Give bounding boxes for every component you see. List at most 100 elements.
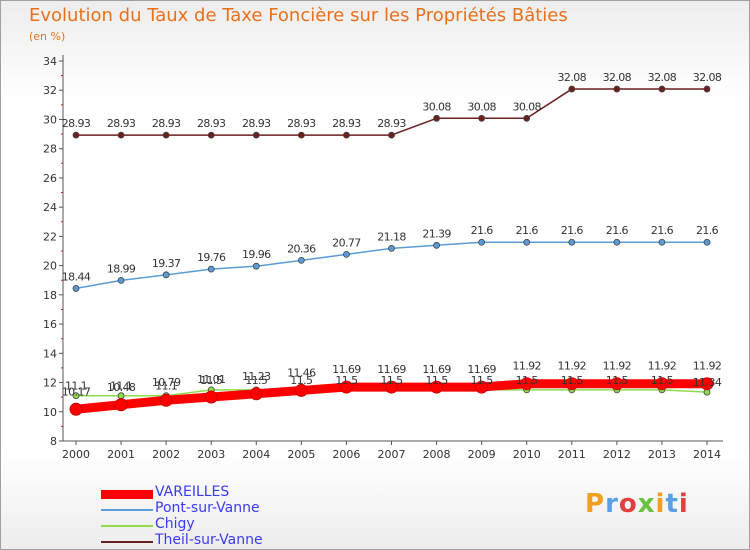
data-label-VAREILLES: 11.01: [197, 373, 226, 386]
data-point-VAREILLES: [114, 398, 128, 412]
data-point-Pont-sur-Vanne: [297, 256, 305, 264]
data-label-VAREILLES: 11.92: [648, 360, 677, 373]
data-label-Chigy: 11.5: [471, 374, 494, 387]
data-point-Theil-sur-Vanne: [478, 114, 486, 122]
data-label-Chigy: 11.5: [606, 374, 629, 387]
data-point-Pont-sur-Vanne: [343, 250, 350, 258]
data-point-Theil-sur-Vanne: [117, 131, 125, 139]
data-point-Theil-sur-Vanne: [207, 131, 215, 139]
logo-letter: o: [618, 489, 638, 519]
legend-label-Chigy: Chigy: [155, 516, 195, 532]
data-point-VAREILLES: [700, 377, 714, 391]
y-tick-label: 8: [50, 435, 57, 448]
data-point-VAREILLES: [655, 377, 669, 391]
data-label-Theil-sur-Vanne: 32.08: [603, 71, 632, 84]
legend-swatch-VAREILLES: [101, 489, 153, 499]
data-point-Theil-sur-Vanne: [613, 85, 621, 93]
data-point-VAREILLES: [204, 390, 218, 404]
data-label-Theil-sur-Vanne: 30.08: [512, 100, 541, 113]
data-label-Theil-sur-Vanne: 30.08: [422, 100, 451, 113]
data-label-Theil-sur-Vanne: 28.93: [62, 117, 91, 130]
data-label-Pont-sur-Vanne: 20.77: [332, 236, 361, 249]
legend-swatch-Chigy: [101, 525, 153, 527]
chart-title: Evolution du Taux de Taxe Foncière sur l…: [29, 5, 568, 26]
x-tick-label: 2013: [648, 448, 676, 461]
data-point-VAREILLES: [385, 380, 398, 394]
y-axis-unit-label: (en %): [29, 30, 66, 43]
data-point-Theil-sur-Vanne: [658, 85, 666, 93]
data-label-VAREILLES: 11.23: [242, 370, 271, 383]
x-tick-label: 2009: [468, 448, 496, 461]
data-point-VAREILLES: [249, 387, 263, 401]
data-label-Theil-sur-Vanne: 28.93: [377, 117, 406, 130]
y-tick-label: 12: [43, 377, 57, 390]
data-point-VAREILLES: [339, 380, 353, 394]
data-label-Pont-sur-Vanne: 21.6: [696, 224, 719, 237]
data-label-Chigy: 11.5: [561, 374, 584, 387]
y-tick-label: 16: [43, 318, 57, 331]
y-tick-label: 20: [43, 260, 57, 273]
data-point-Theil-sur-Vanne: [433, 114, 440, 122]
x-tick-label: 2014: [693, 448, 721, 461]
data-point-VAREILLES: [69, 402, 83, 416]
data-label-Chigy: 11.1: [65, 380, 87, 393]
data-point-Pont-sur-Vanne: [478, 238, 486, 246]
data-point-Theil-sur-Vanne: [162, 131, 170, 139]
data-label-VAREILLES: 11.69: [377, 363, 406, 376]
data-point-VAREILLES: [565, 377, 579, 391]
data-label-Pont-sur-Vanne: 19.37: [152, 257, 181, 270]
data-label-Pont-sur-Vanne: 21.6: [516, 224, 539, 237]
data-point-Pont-sur-Vanne: [117, 276, 125, 284]
data-point-Pont-sur-Vanne: [162, 271, 170, 279]
data-point-Pont-sur-Vanne: [568, 238, 576, 246]
x-tick-label: 2005: [287, 448, 315, 461]
data-point-Theil-sur-Vanne: [568, 85, 576, 93]
logo-letter: t: [665, 489, 679, 519]
data-label-VAREILLES: 11.92: [558, 360, 587, 373]
data-label-VAREILLES: 10.17: [62, 385, 91, 398]
legend-label-Theil-sur-Vanne: Theil-sur-Vanne: [155, 532, 263, 548]
y-tick-label: 26: [43, 172, 57, 185]
data-label-Pont-sur-Vanne: 18.44: [62, 270, 91, 283]
legend-label-Pont-sur-Vanne: Pont-sur-Vanne: [155, 500, 260, 516]
data-label-Chigy: 11.5: [245, 374, 268, 387]
data-label-VAREILLES: 11.69: [422, 363, 451, 376]
data-point-Pont-sur-Vanne: [703, 238, 711, 246]
proxiti-logo: Proxiti: [585, 489, 689, 519]
data-label-VAREILLES: 10.79: [152, 376, 181, 389]
data-label-Pont-sur-Vanne: 21.6: [561, 224, 584, 237]
data-label-Theil-sur-Vanne: 32.08: [558, 71, 587, 84]
data-label-Pont-sur-Vanne: 21.18: [377, 230, 406, 243]
data-label-Chigy: 11.34: [693, 376, 722, 389]
logo-letter: P: [585, 489, 606, 519]
data-point-Theil-sur-Vanne: [388, 131, 395, 139]
data-point-Theil-sur-Vanne: [297, 131, 305, 139]
y-tick-label: 10: [43, 406, 57, 419]
data-label-VAREILLES: 11.92: [603, 360, 632, 373]
x-tick-label: 2012: [603, 448, 631, 461]
logo-letter: x: [637, 489, 656, 519]
y-tick-label: 24: [43, 201, 57, 214]
y-tick-label: 32: [43, 84, 57, 97]
data-label-Chigy: 11.5: [380, 374, 403, 387]
data-label-Pont-sur-Vanne: 21.6: [471, 224, 494, 237]
logo-letter: i: [678, 489, 689, 519]
data-point-Pont-sur-Vanne: [72, 285, 80, 292]
x-tick-label: 2003: [197, 448, 225, 461]
data-label-Chigy: 11.5: [426, 374, 449, 387]
y-tick-label: 18: [43, 289, 57, 302]
legend-swatch-Pont-sur-Vanne: [101, 509, 153, 511]
y-tick-label: 14: [43, 347, 57, 360]
data-label-VAREILLES: 11.46: [287, 366, 316, 379]
data-label-Pont-sur-Vanne: 21.39: [422, 227, 451, 240]
data-label-Pont-sur-Vanne: 19.96: [242, 248, 271, 261]
x-tick-label: 2001: [107, 448, 135, 461]
data-point-Theil-sur-Vanne: [703, 85, 711, 93]
data-point-Theil-sur-Vanne: [343, 131, 350, 139]
data-label-Pont-sur-Vanne: 18.99: [107, 262, 136, 275]
x-tick-label: 2007: [378, 448, 406, 461]
data-label-VAREILLES: 11.69: [467, 363, 496, 376]
y-tick-label: 28: [43, 143, 57, 156]
